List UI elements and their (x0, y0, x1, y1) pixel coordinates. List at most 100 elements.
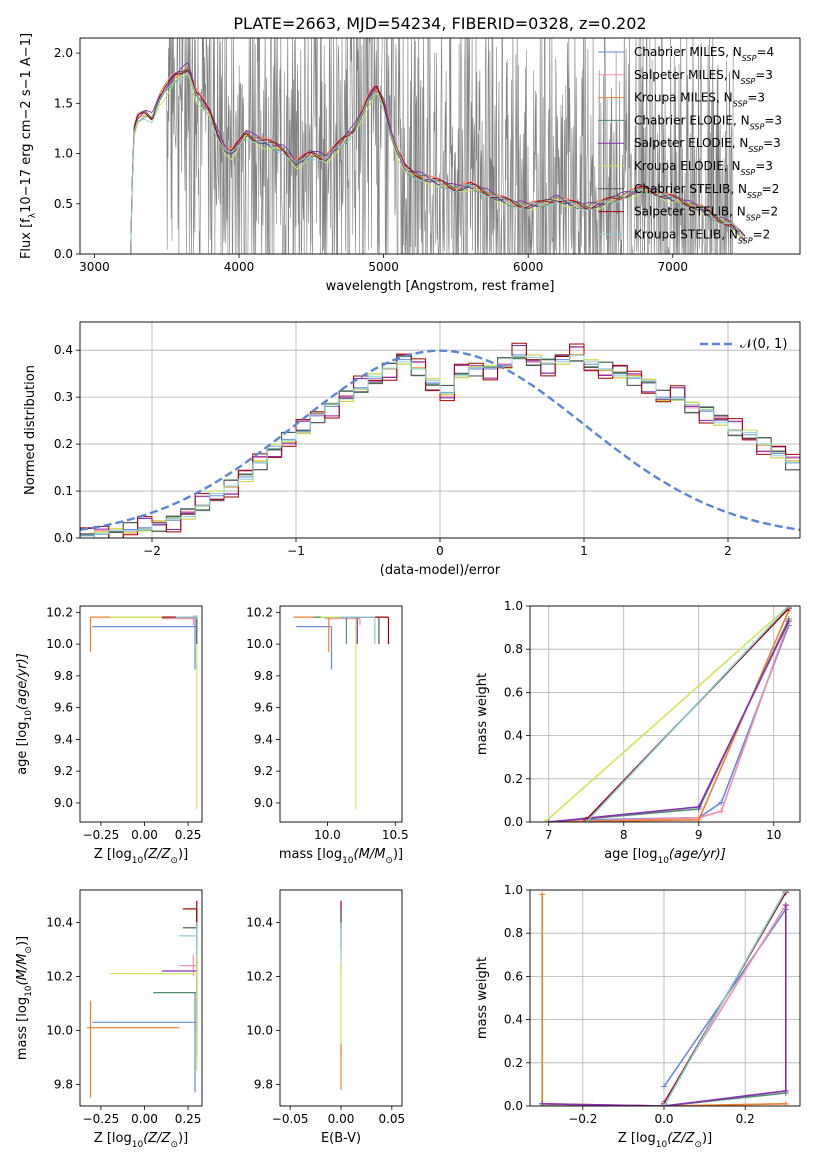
legend-sub: SSP (741, 168, 756, 177)
x-axis-label: wavelength [Angstrom, rest frame] (326, 279, 555, 294)
y-tick-label: 0.3 (54, 390, 73, 404)
label-part: )] (702, 1131, 712, 1146)
axes-frame (279, 889, 403, 1107)
histogram-krou_miles (80, 353, 800, 538)
x-axis-label: Z [log10(Z/Z⊙)] (618, 1131, 712, 1150)
marker-salp_miles (718, 808, 725, 815)
legend-label-krou_miles: Kroupa MILES, NSSP=3 (634, 91, 765, 109)
label-part: ⊙ (385, 856, 393, 866)
plot-area-mass_vs_z (86, 900, 198, 1098)
plot-area-age_vs_mass (293, 616, 390, 810)
legend-label-krou_elodie: Kroupa ELODIE, NSSP=3 (634, 159, 773, 177)
legend-sub: SSP (747, 190, 762, 199)
label-part: −17 (19, 169, 34, 196)
y-tick-label: 9.4 (254, 732, 273, 746)
legend-label-salp_stelib: Salpeter STELIB, NSSP=2 (634, 205, 778, 223)
x-axis-label: (data-model)/error (380, 563, 501, 578)
y-tick-label: 9.6 (254, 701, 273, 715)
axes-age_vs_z: −0.25 0.00 0.25 9.0 9.2 9.4 9.6 9.8 10.0 10.2 Z [l… (15, 605, 203, 866)
legend-name: Kroupa MILES, N (634, 91, 733, 105)
y-tick-label: 0.2 (54, 437, 73, 451)
legend-name: Kroupa STELIB, N (634, 227, 738, 241)
y-tick-label: 9.2 (54, 764, 73, 778)
label-part: (age/yr)] (15, 653, 30, 710)
marker-salp_elodie (695, 803, 702, 810)
axes-spectrum: 3000 4000 5000 6000 7000 0.0 0.5 1.0 1.5 2.0 wavel… (19, 33, 801, 294)
legend-sub: SSP (741, 76, 756, 85)
label-part: age [log (604, 847, 657, 862)
legend-label-krou_stelib: Kroupa STELIB, NSSP=2 (634, 227, 770, 245)
label-part: −1 (19, 70, 34, 89)
y-tick-label: 9.0 (54, 796, 73, 810)
label-part: mass [log (15, 997, 30, 1060)
axes-frame (529, 889, 801, 1107)
label-part: Z [log (94, 847, 132, 862)
legend-sub: SSP (738, 236, 753, 245)
legend-name: Chabrier STELIB, N (634, 182, 747, 196)
y-tick-label: 9.8 (254, 669, 273, 683)
y-tick-label: 10.2 (46, 605, 73, 619)
y-tick-label: 0.0 (54, 531, 73, 545)
series-line-krou_stelib (585, 606, 790, 822)
label-part: ] (19, 33, 34, 38)
y-tick-label: 9.4 (54, 732, 73, 746)
x-tick-label: −1 (287, 544, 305, 558)
marker-krou_stelib (583, 819, 590, 822)
label-part: erg cm (19, 119, 34, 168)
label-part: )] (178, 847, 188, 862)
x-axis-label: E(B-V) (321, 1131, 361, 1146)
y-tick-label: 0.5 (54, 197, 73, 211)
label-part: s (19, 89, 34, 100)
legend-tail: =4 (756, 45, 774, 59)
legend-sub: SSP (742, 54, 757, 63)
series-line-krou_stelib (663, 890, 787, 1106)
x-tick-label: −0.05 (272, 1112, 309, 1126)
y-tick-label: 9.8 (54, 669, 73, 683)
axes-frame (529, 605, 801, 823)
label-part: 10 (656, 1140, 668, 1150)
label-part: )] (178, 1131, 188, 1146)
x-axis-label: age [log10(age/yr)] (604, 847, 726, 866)
y-tick-label: 10.0 (246, 1023, 273, 1037)
y-tick-label: 1.0 (504, 599, 523, 613)
y-tick-label: 0.6 (504, 685, 523, 699)
y-tick-label: 10.0 (46, 1023, 73, 1037)
x-tick-label: 0.00 (328, 1112, 355, 1126)
axes-residuals: −2 −1 0 1 2 0.0 0.1 0.2 0.3 0.4 (data-model)/error… (23, 321, 801, 578)
x-tick-label: 0.2 (736, 1112, 755, 1126)
y-tick-label: 10.0 (46, 637, 73, 651)
y-axis-label: Normed distribution (23, 365, 38, 495)
x-tick-label: 0.05 (378, 1112, 405, 1126)
plot-area-spectrum (130, 38, 746, 254)
histogram-krou_elodie (80, 354, 800, 538)
legend-name: Salpeter MILES, N (634, 68, 741, 82)
label-part: Z [log (618, 1131, 656, 1146)
model-spectrum-salp_stelib (130, 69, 746, 254)
x-tick-label: 3000 (79, 260, 110, 274)
legend-name: Chabrier ELODIE, N (634, 113, 750, 127)
x-tick-label: 10 (766, 828, 781, 842)
label-part: 10 (24, 985, 34, 997)
y-tick-label: 2.0 (54, 46, 73, 60)
y-tick-label: 9.8 (254, 1077, 273, 1091)
label-part: age [log (15, 722, 30, 775)
plot-area-residuals (80, 342, 800, 538)
model-spectrum-krou_elodie (130, 73, 745, 254)
legend-name: Chabrier MILES, N (634, 45, 742, 59)
y-tick-label: 10.2 (246, 969, 273, 983)
legend-tail: =2 (753, 227, 771, 241)
legend-tail: =2 (760, 205, 778, 219)
marker-krou_elodie (542, 819, 548, 822)
label-part: (M/M (354, 847, 386, 862)
x-tick-label: 5000 (368, 260, 399, 274)
y-axis-label: mass [log10(M/M⊙)] (15, 936, 34, 1060)
x-axis-label: Z [log10(Z/Z⊙)] (94, 847, 188, 866)
axes-frame (79, 605, 203, 823)
y-tick-label: 10.0 (246, 637, 273, 651)
y-tick-label: 10.2 (246, 605, 273, 619)
x-tick-label: 4000 (224, 260, 255, 274)
y-tick-label: 0.4 (54, 343, 73, 357)
label-part: 10 (19, 196, 34, 213)
label-part: ⊙ (170, 1140, 178, 1150)
